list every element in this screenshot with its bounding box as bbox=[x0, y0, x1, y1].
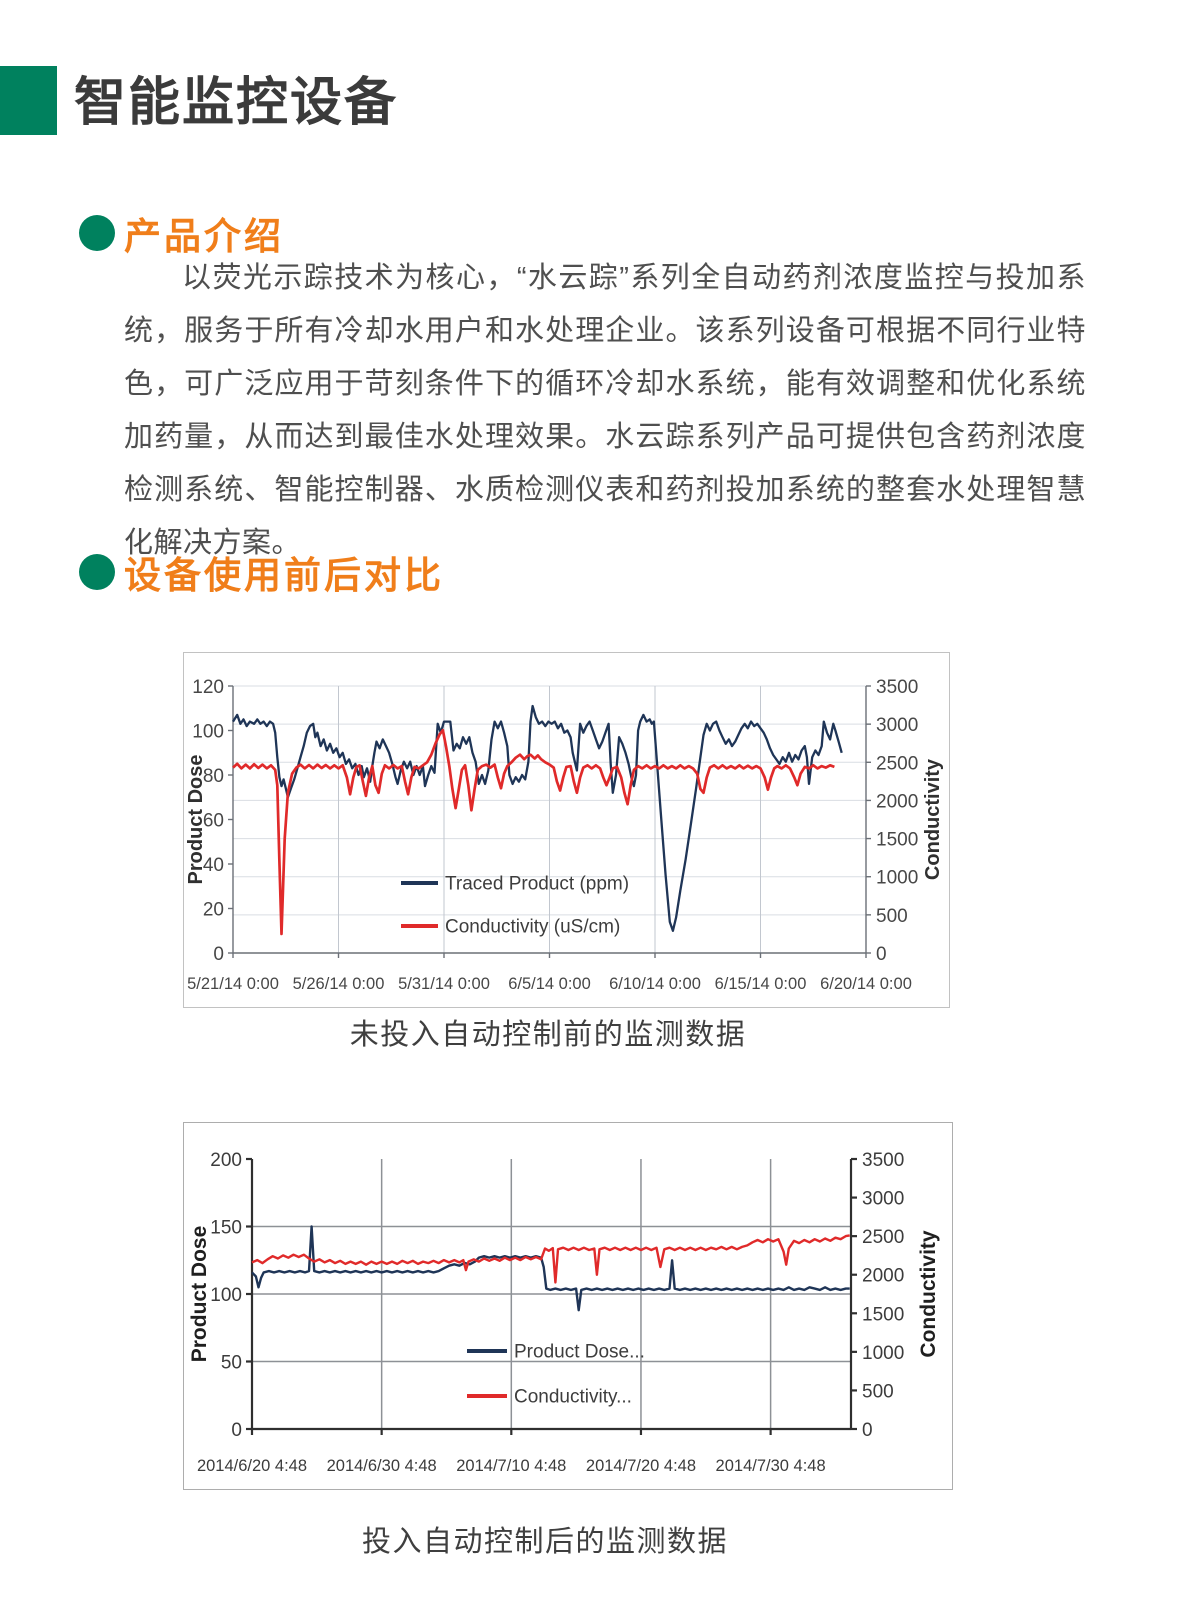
svg-text:Product Dose...: Product Dose... bbox=[514, 1342, 645, 1363]
svg-text:2500: 2500 bbox=[862, 1227, 904, 1248]
svg-text:Conductivity...: Conductivity... bbox=[514, 1387, 632, 1408]
chart-before-auto-control: 0 20 40 60 80 100 120 0 500 1000 1500 2000 2500 3000 3… bbox=[183, 652, 950, 1008]
svg-text:200: 200 bbox=[210, 1150, 242, 1171]
chart-after-auto-control: 0 50 100 150 200 0 500 1000 1500 2000 2500 3000 3500… bbox=[183, 1122, 953, 1490]
svg-text:60: 60 bbox=[203, 811, 224, 832]
svg-text:2000: 2000 bbox=[862, 1266, 904, 1287]
svg-text:3000: 3000 bbox=[862, 1189, 904, 1210]
svg-text:40: 40 bbox=[203, 855, 224, 876]
svg-text:0: 0 bbox=[876, 944, 887, 965]
chart-after-caption: 投入自动控制后的监测数据 bbox=[361, 1526, 728, 1558]
svg-text:100: 100 bbox=[210, 1285, 242, 1306]
section-intro-heading-row: 产品介绍 bbox=[79, 206, 284, 260]
svg-text:Conductivity: Conductivity bbox=[922, 758, 944, 880]
svg-text:6/15/14 0:00: 6/15/14 0:00 bbox=[715, 975, 807, 993]
svg-text:5/26/14 0:00: 5/26/14 0:00 bbox=[293, 975, 385, 993]
svg-text:Conductivity (uS/cm): Conductivity (uS/cm) bbox=[445, 917, 620, 938]
svg-text:100: 100 bbox=[192, 722, 224, 743]
svg-text:0: 0 bbox=[231, 1420, 242, 1441]
svg-text:Product Dose: Product Dose bbox=[185, 754, 207, 884]
svg-text:Conductivity: Conductivity bbox=[917, 1230, 940, 1357]
svg-text:5/21/14 0:00: 5/21/14 0:00 bbox=[187, 975, 279, 993]
svg-text:50: 50 bbox=[221, 1353, 242, 1374]
chart-before-caption: 未投入自动控制前的监测数据 bbox=[349, 1019, 747, 1051]
bullet-icon bbox=[79, 215, 115, 251]
intro-paragraph: 以荧光示踪技术为核心，“水云踪”系列全自动药剂浓度监控与投加系统，服务于所有冷却… bbox=[124, 262, 1086, 559]
svg-text:3500: 3500 bbox=[862, 1150, 904, 1171]
svg-text:Traced Product (ppm): Traced Product (ppm) bbox=[445, 874, 629, 895]
svg-text:500: 500 bbox=[862, 1381, 894, 1402]
svg-text:20: 20 bbox=[203, 900, 224, 921]
svg-text:2000: 2000 bbox=[876, 791, 918, 812]
svg-text:3000: 3000 bbox=[876, 715, 918, 736]
svg-text:2014/6/20 4:48: 2014/6/20 4:48 bbox=[197, 1457, 307, 1475]
svg-text:2014/6/30 4:48: 2014/6/30 4:48 bbox=[327, 1457, 437, 1475]
page-title: 智能监控设备 bbox=[74, 74, 399, 132]
svg-text:2014/7/30 4:48: 2014/7/30 4:48 bbox=[716, 1457, 826, 1475]
section-comparison-heading-row: 设备使用前后对比 bbox=[79, 545, 444, 599]
svg-text:6/5/14 0:00: 6/5/14 0:00 bbox=[508, 975, 591, 993]
svg-text:0: 0 bbox=[213, 944, 224, 965]
svg-text:1500: 1500 bbox=[862, 1304, 904, 1325]
svg-text:2500: 2500 bbox=[876, 753, 918, 774]
svg-text:6/20/14 0:00: 6/20/14 0:00 bbox=[820, 975, 912, 993]
svg-text:1000: 1000 bbox=[862, 1343, 904, 1364]
svg-text:3500: 3500 bbox=[876, 677, 918, 698]
section-heading-comparison: 设备使用前后对比 bbox=[124, 555, 444, 596]
svg-text:150: 150 bbox=[210, 1218, 242, 1239]
svg-text:5/31/14 0:00: 5/31/14 0:00 bbox=[398, 975, 490, 993]
svg-text:1000: 1000 bbox=[876, 868, 918, 889]
section-heading-intro: 产品介绍 bbox=[124, 216, 284, 257]
svg-text:0: 0 bbox=[862, 1420, 873, 1441]
svg-text:120: 120 bbox=[192, 677, 224, 698]
svg-text:2014/7/10 4:48: 2014/7/10 4:48 bbox=[456, 1457, 566, 1475]
svg-text:500: 500 bbox=[876, 906, 908, 927]
title-square-icon bbox=[0, 66, 57, 135]
svg-text:1500: 1500 bbox=[876, 830, 918, 851]
svg-text:2014/7/20 4:48: 2014/7/20 4:48 bbox=[586, 1457, 696, 1475]
svg-text:Product Dose: Product Dose bbox=[188, 1226, 211, 1363]
bullet-icon bbox=[79, 554, 115, 590]
svg-text:6/10/14 0:00: 6/10/14 0:00 bbox=[609, 975, 701, 993]
svg-text:80: 80 bbox=[203, 766, 224, 787]
